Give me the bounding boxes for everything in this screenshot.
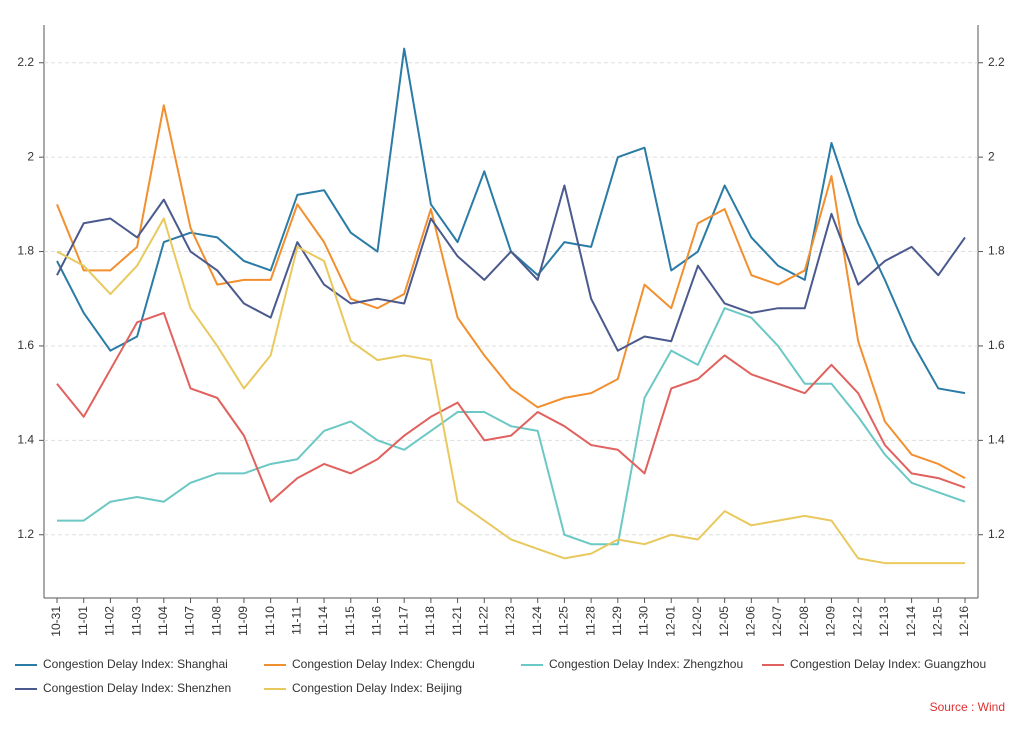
x-tick-label: 12-05	[717, 606, 731, 637]
x-tick-label: 12-08	[797, 606, 811, 637]
y-tick-label: 1.6	[17, 338, 34, 352]
x-tick-label: 11-01	[76, 606, 90, 636]
x-tick-label: 11-29	[610, 606, 624, 636]
y-tick-label: 1.2	[17, 527, 34, 541]
y2-tick-label: 2	[988, 149, 995, 163]
y2-tick-label: 1.6	[988, 338, 1005, 352]
x-tick-label: 12-15	[930, 606, 944, 637]
y-tick-label: 2.2	[17, 55, 34, 69]
x-tick-label: 11-18	[423, 606, 437, 636]
x-tick-label: 11-08	[209, 606, 223, 636]
legend-label: Congestion Delay Index: Guangzhou	[790, 657, 986, 671]
x-tick-label: 11-03	[129, 606, 143, 636]
x-tick-label: 11-04	[156, 606, 170, 636]
x-tick-label: 12-07	[770, 606, 784, 637]
x-tick-label: 12-02	[690, 606, 704, 637]
x-tick-label: 11-25	[557, 606, 571, 636]
series-line	[57, 307, 966, 546]
series-line	[56, 184, 966, 352]
x-tick-label: 11-24	[530, 606, 544, 636]
legend-label: Congestion Delay Index: Beijing	[292, 681, 462, 695]
series-line	[56, 311, 966, 503]
x-tick-label: 12-09	[824, 606, 838, 637]
x-tick-label: 11-17	[396, 606, 410, 636]
series-line	[56, 104, 966, 479]
x-tick-label: 11-21	[450, 606, 464, 636]
x-tick-label: 12-13	[877, 606, 891, 637]
source: Source : Wind	[930, 700, 1005, 714]
y-tick-label: 2	[27, 149, 34, 163]
x-tick-label: 11-10	[263, 606, 277, 636]
legend-label: Congestion Delay Index: Shanghai	[43, 657, 228, 671]
x-tick-label: 12-12	[850, 606, 864, 637]
x-tick-label: 12-16	[957, 606, 971, 637]
x-tick-label: 11-22	[476, 606, 490, 636]
y2-tick-label: 2.2	[988, 55, 1005, 69]
x-tick-label: 12-01	[663, 606, 677, 637]
x-tick-label: 11-30	[637, 606, 651, 636]
x-tick-label: 11-16	[370, 606, 384, 636]
series-line	[56, 217, 965, 565]
x-tick-label: 11-09	[236, 606, 250, 636]
y2-tick-label: 1.4	[988, 433, 1005, 447]
legend-label: Congestion Delay Index: Chengdu	[292, 657, 475, 671]
x-tick-label: 11-02	[103, 606, 117, 636]
x-tick-label: 11-15	[343, 606, 357, 636]
x-tick-label: 11-28	[583, 606, 597, 636]
x-tick-label: 12-06	[744, 606, 758, 637]
legend-label: Congestion Delay Index: Shenzhen	[43, 681, 231, 695]
x-tick-label: 11-11	[290, 606, 304, 635]
x-tick-label: 11-07	[183, 606, 197, 636]
x-tick-label: 12-14	[904, 606, 918, 637]
x-tick-label: 11-14	[316, 606, 330, 636]
y2-tick-label: 1.2	[988, 527, 1005, 541]
y-tick-label: 1.8	[17, 244, 34, 258]
legend-label: Congestion Delay Index: Zhengzhou	[549, 657, 743, 671]
y-tick-label: 1.4	[17, 433, 34, 447]
y2-tick-label: 1.8	[988, 244, 1005, 258]
x-tick-label: 10-31	[49, 606, 63, 637]
x-tick-label: 11-23	[503, 606, 517, 636]
